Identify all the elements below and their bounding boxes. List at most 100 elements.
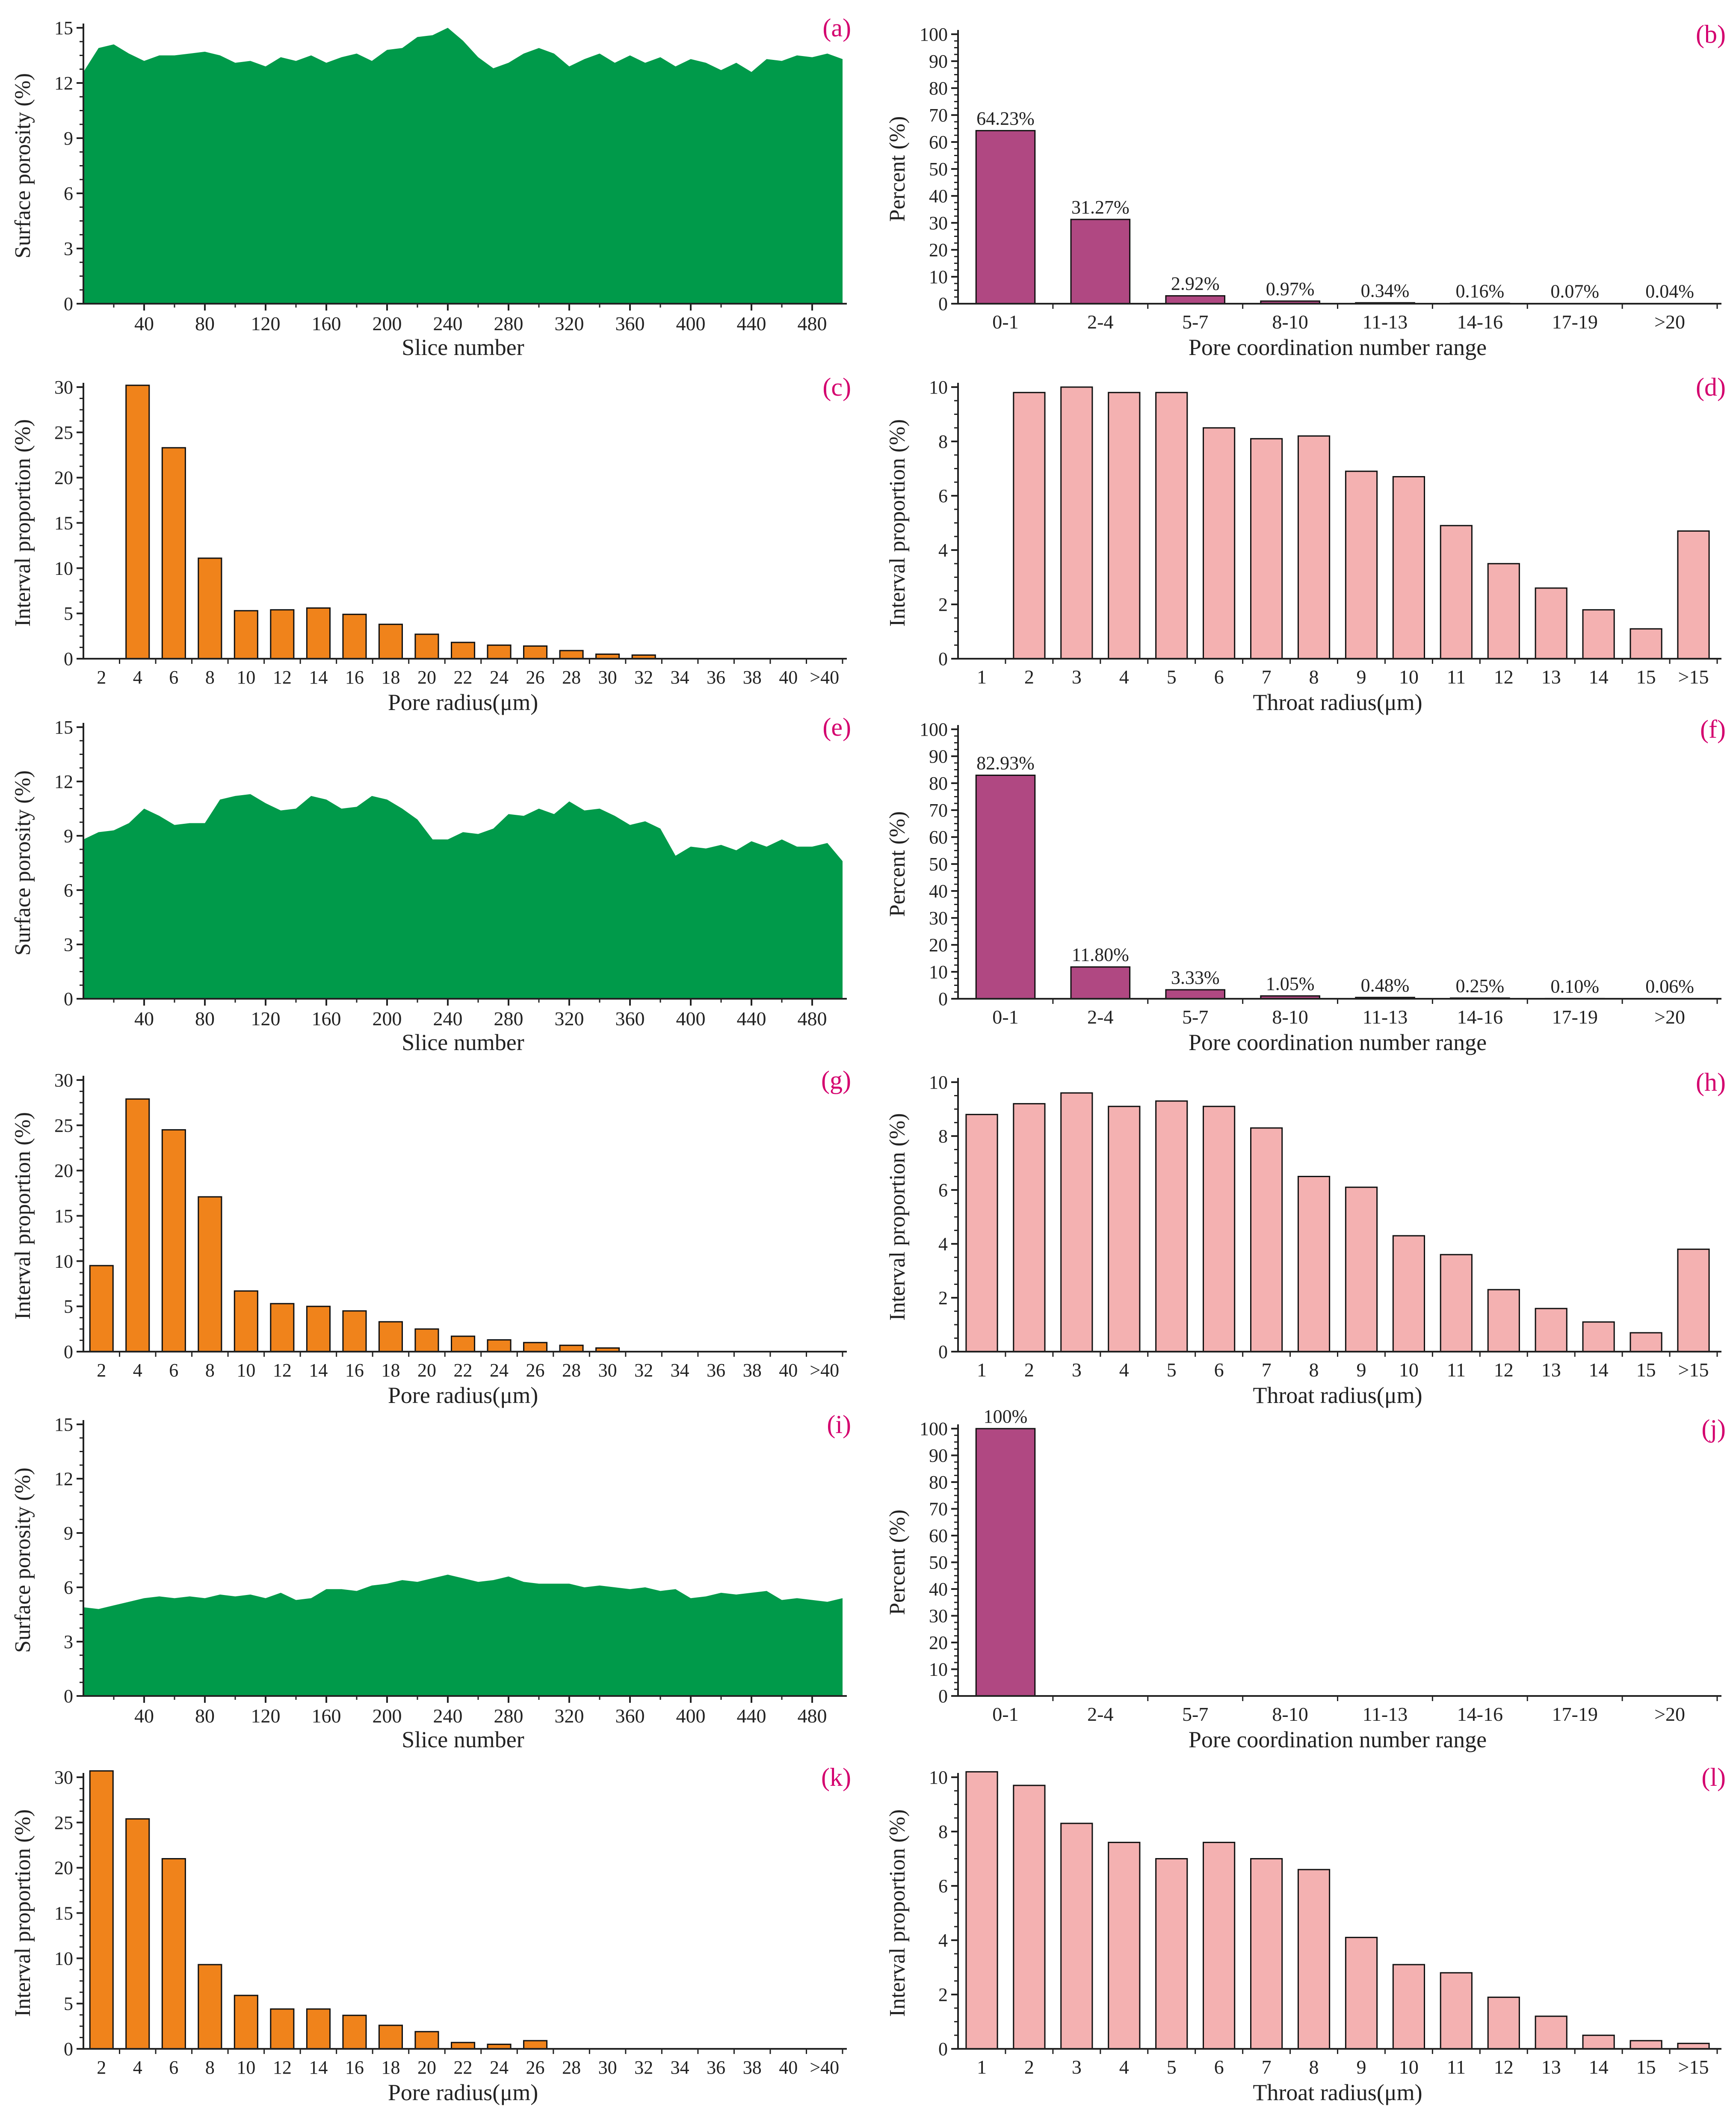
x-tick-label-24: 24 (490, 2057, 509, 2078)
x-tick-label-400: 400 (676, 1008, 706, 1030)
bar-d-15 (1630, 628, 1662, 660)
data-label-b-20: 0.04% (1645, 281, 1694, 302)
y-tick-label-20: 20 (54, 1160, 73, 1181)
x-tick-label-280: 280 (494, 313, 523, 334)
y-tick-label-6: 6 (938, 1876, 948, 1897)
y-tick-label-15: 15 (54, 1206, 73, 1227)
y-axis-label-c: Interval proportion (%) (11, 419, 35, 627)
porosity-area-e (83, 794, 843, 999)
y-tick-label-9: 9 (64, 1523, 73, 1544)
x-tick-label-8: 8 (1309, 2056, 1319, 2078)
x-tick-label-7: 7 (1262, 1359, 1272, 1381)
bar-k-2 (89, 1770, 114, 2050)
panel-label-d: (d) (1696, 373, 1726, 401)
data-label-f-5-7: 3.33% (1171, 967, 1220, 988)
bar-c-18 (378, 624, 403, 660)
bar-c-20 (414, 633, 439, 660)
x-tick-label-12: 12 (1494, 1359, 1514, 1381)
bar-f-5-7 (1165, 989, 1225, 1000)
bar-k-22 (451, 2042, 476, 2050)
data-label-b-8-10: 0.97% (1266, 278, 1315, 299)
y-tick-label-15: 15 (54, 513, 73, 534)
bar-f-2-4 (1070, 966, 1131, 1000)
y-tick-label-5: 5 (64, 1296, 73, 1317)
x-tick-label-15: >15 (1678, 1359, 1709, 1381)
bar-h-15 (1677, 1249, 1710, 1352)
x-tick-label-160: 160 (312, 1008, 341, 1030)
panel-label-h: (h) (1696, 1068, 1726, 1096)
y-axis-label-f: Percent (%) (885, 811, 910, 917)
data-label-f-8-10: 1.05% (1266, 973, 1315, 994)
x-tick-label-40: >40 (810, 2057, 839, 2078)
y-tick-label-9: 9 (64, 128, 73, 149)
x-tick-label-34: 34 (671, 1360, 689, 1381)
bar-h-8 (1297, 1176, 1331, 1352)
x-tick-label-17-19: 17-19 (1552, 1006, 1598, 1028)
x-tick-label-3: 3 (1072, 666, 1082, 688)
panel-label-a: (a) (822, 14, 851, 42)
x-axis-label-i: Slice number (402, 1727, 524, 1752)
x-tick-label-40: 40 (779, 667, 798, 688)
y-tick-label-30: 30 (929, 908, 948, 929)
bar-d-15 (1677, 530, 1710, 660)
x-tick-label-480: 480 (798, 1705, 827, 1727)
x-tick-label-6: 6 (169, 1360, 178, 1381)
x-tick-label-40: 40 (134, 1705, 154, 1727)
y-axis-label-k: Interval proportion (%) (11, 1809, 35, 2017)
bar-l-3 (1060, 1823, 1093, 2050)
bar-l-8 (1297, 1869, 1331, 2050)
bar-l-14 (1582, 2034, 1615, 2050)
bar-k-8 (198, 1964, 222, 2050)
y-tick-label-50: 50 (929, 854, 948, 875)
x-tick-label-0-1: 0-1 (992, 1006, 1018, 1028)
bar-c-4 (125, 385, 150, 660)
x-tick-label-11: 11 (1447, 2056, 1466, 2078)
x-tick-label-5-7: 5-7 (1182, 311, 1208, 333)
x-tick-label-12: 12 (273, 667, 292, 688)
x-tick-label-8-10: 8-10 (1272, 1006, 1308, 1028)
y-axis-label-g: Interval proportion (%) (11, 1112, 35, 1320)
y-tick-label-8: 8 (938, 1821, 948, 1842)
x-tick-label-30: 30 (598, 2057, 617, 2078)
x-tick-label-5: 5 (1167, 666, 1177, 688)
x-tick-label-40: 40 (134, 313, 154, 334)
x-tick-label-2: 2 (1024, 2056, 1034, 2078)
y-tick-label-2: 2 (938, 1984, 948, 2005)
bar-l-15 (1630, 2040, 1662, 2050)
bar-l-4 (1108, 1841, 1141, 2050)
x-tick-label-17-19: 17-19 (1552, 311, 1598, 333)
x-tick-label-22: 22 (454, 1360, 473, 1381)
x-axis-label-a: Slice number (402, 334, 524, 360)
x-tick-label-14: 14 (1589, 1359, 1609, 1381)
bar-h-2 (1013, 1103, 1046, 1352)
bar-l-13 (1535, 2015, 1567, 2050)
x-tick-label-20: >20 (1654, 1703, 1685, 1725)
y-tick-label-10: 10 (929, 962, 948, 983)
x-tick-label-240: 240 (433, 1705, 463, 1727)
bar-d-2 (1013, 392, 1046, 660)
x-tick-label-30: 30 (598, 667, 617, 688)
bar-d-13 (1535, 587, 1567, 660)
bar-g-28 (559, 1344, 584, 1352)
x-tick-label-6: 6 (1214, 2056, 1224, 2078)
data-label-j-0-1: 100% (984, 1406, 1028, 1427)
y-tick-label-50: 50 (929, 1552, 948, 1573)
y-tick-label-4: 4 (938, 540, 948, 561)
y-tick-label-6: 6 (938, 485, 948, 506)
x-tick-label-11-13: 11-13 (1363, 1703, 1408, 1725)
y-tick-label-12: 12 (54, 1468, 73, 1489)
x-tick-label-26: 26 (526, 2057, 545, 2078)
x-tick-label-5-7: 5-7 (1182, 1006, 1208, 1028)
x-tick-label-1: 1 (977, 2056, 987, 2078)
y-tick-label-70: 70 (929, 105, 948, 126)
x-tick-label-36: 36 (707, 1360, 725, 1381)
y-tick-label-8: 8 (938, 431, 948, 452)
x-tick-label-280: 280 (494, 1705, 523, 1727)
data-label-b-5-7: 2.92% (1171, 273, 1220, 294)
x-tick-label-11-13: 11-13 (1363, 1006, 1408, 1028)
y-tick-label-6: 6 (938, 1180, 948, 1201)
y-tick-label-90: 90 (929, 746, 948, 767)
x-tick-label-13: 13 (1541, 666, 1561, 688)
x-tick-label-80: 80 (195, 1705, 215, 1727)
y-axis-label-b: Percent (%) (885, 116, 910, 222)
